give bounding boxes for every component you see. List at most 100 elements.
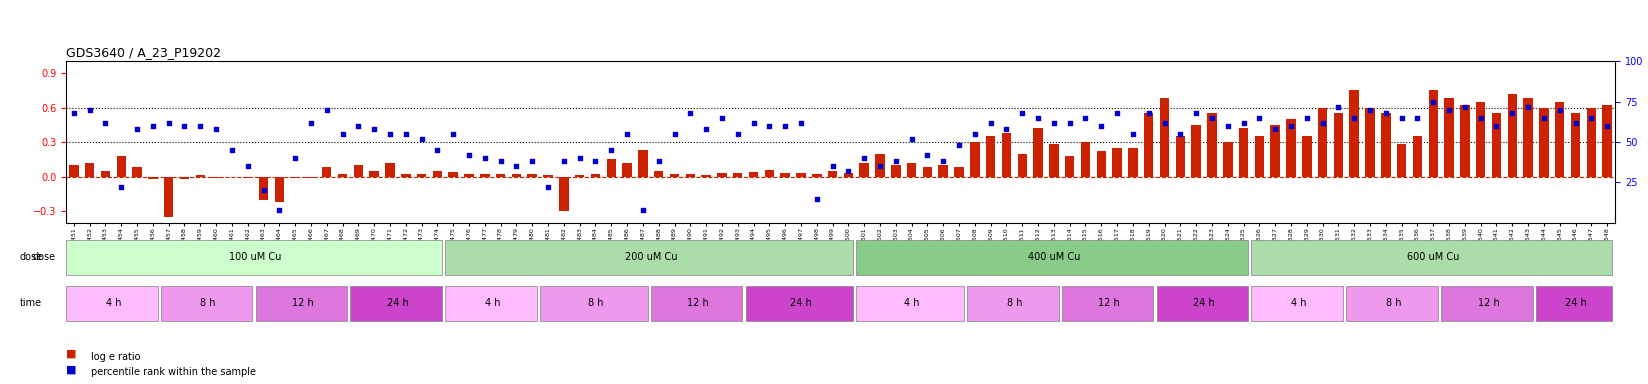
Point [488, 158, 514, 164]
Point [819, 163, 845, 169]
FancyBboxPatch shape [66, 286, 158, 321]
Text: 12 h: 12 h [292, 298, 313, 308]
Bar [1365, 108, 1374, 177]
Text: 24 h: 24 h [1193, 298, 1215, 308]
Point [836, 168, 862, 174]
Point [536, 184, 562, 190]
Bar [1491, 113, 1501, 177]
FancyBboxPatch shape [445, 240, 854, 275]
Point [915, 152, 941, 158]
Bar [1444, 98, 1454, 177]
Point [1262, 126, 1289, 132]
Point [661, 131, 687, 137]
Point [471, 155, 498, 161]
Point [709, 115, 735, 121]
Text: 12 h: 12 h [687, 298, 709, 308]
Point [1435, 107, 1462, 113]
Point [1119, 131, 1145, 137]
Bar [827, 171, 837, 177]
Text: 8 h: 8 h [1007, 298, 1022, 308]
Bar [1381, 113, 1391, 177]
Bar [1192, 125, 1201, 177]
Bar [1460, 105, 1470, 177]
Bar [986, 136, 995, 177]
Point [1231, 120, 1257, 126]
FancyBboxPatch shape [1251, 286, 1343, 321]
Bar [1050, 144, 1058, 177]
Bar [686, 174, 695, 177]
Point [582, 158, 608, 164]
Bar [1096, 151, 1106, 177]
Text: 100 uM Cu: 100 uM Cu [229, 252, 282, 262]
Point [1088, 123, 1114, 129]
Bar [971, 142, 979, 177]
Text: 24 h: 24 h [789, 298, 812, 308]
FancyBboxPatch shape [967, 286, 1058, 321]
Bar [148, 177, 158, 179]
Bar [669, 174, 679, 177]
Point [250, 187, 277, 194]
Bar [702, 175, 710, 177]
Point [630, 207, 656, 213]
FancyBboxPatch shape [1440, 286, 1533, 321]
Bar [1239, 128, 1248, 177]
Bar [654, 171, 664, 177]
Bar [590, 174, 600, 177]
Bar [1477, 102, 1485, 177]
Bar [844, 173, 854, 177]
Point [1310, 120, 1337, 126]
Bar [1271, 125, 1280, 177]
Bar [1065, 156, 1074, 177]
Bar [1318, 108, 1327, 177]
Bar [1144, 113, 1154, 177]
Point [1531, 115, 1557, 121]
Point [61, 110, 87, 116]
FancyBboxPatch shape [445, 286, 537, 321]
Text: log e ratio: log e ratio [91, 352, 140, 362]
Point [550, 158, 577, 164]
Point [171, 123, 198, 129]
Bar [559, 177, 569, 211]
Point [1073, 115, 1099, 121]
Text: 4 h: 4 h [105, 298, 120, 308]
FancyBboxPatch shape [351, 286, 442, 321]
FancyBboxPatch shape [255, 286, 348, 321]
Point [567, 155, 593, 161]
Point [109, 184, 135, 190]
Text: 4 h: 4 h [485, 298, 501, 308]
FancyBboxPatch shape [1346, 286, 1439, 321]
Point [725, 131, 751, 137]
Point [1579, 115, 1605, 121]
Bar [606, 159, 616, 177]
Bar [1112, 148, 1122, 177]
Bar [117, 156, 125, 177]
Bar [1175, 136, 1185, 177]
Point [440, 131, 466, 137]
Point [740, 120, 766, 126]
Bar [1254, 136, 1264, 177]
Text: 24 h: 24 h [1564, 298, 1587, 308]
Bar [812, 174, 821, 177]
Bar [196, 175, 204, 177]
Bar [1002, 133, 1012, 177]
Bar [259, 177, 269, 200]
Text: 12 h: 12 h [1098, 298, 1121, 308]
FancyBboxPatch shape [1251, 240, 1612, 275]
Bar [938, 165, 948, 177]
Point [850, 155, 877, 161]
Bar [369, 171, 379, 177]
Bar [906, 163, 916, 177]
FancyBboxPatch shape [1157, 286, 1248, 321]
Text: 8 h: 8 h [588, 298, 603, 308]
Text: ■: ■ [66, 349, 76, 359]
Bar [1398, 144, 1406, 177]
Bar [1587, 108, 1595, 177]
Bar [638, 150, 648, 177]
Bar [1602, 105, 1612, 177]
Text: GDS3640 / A_23_P19202: GDS3640 / A_23_P19202 [66, 46, 221, 59]
Bar [433, 171, 442, 177]
Point [1594, 123, 1620, 129]
Point [188, 123, 214, 129]
Point [1277, 123, 1304, 129]
Point [203, 126, 229, 132]
